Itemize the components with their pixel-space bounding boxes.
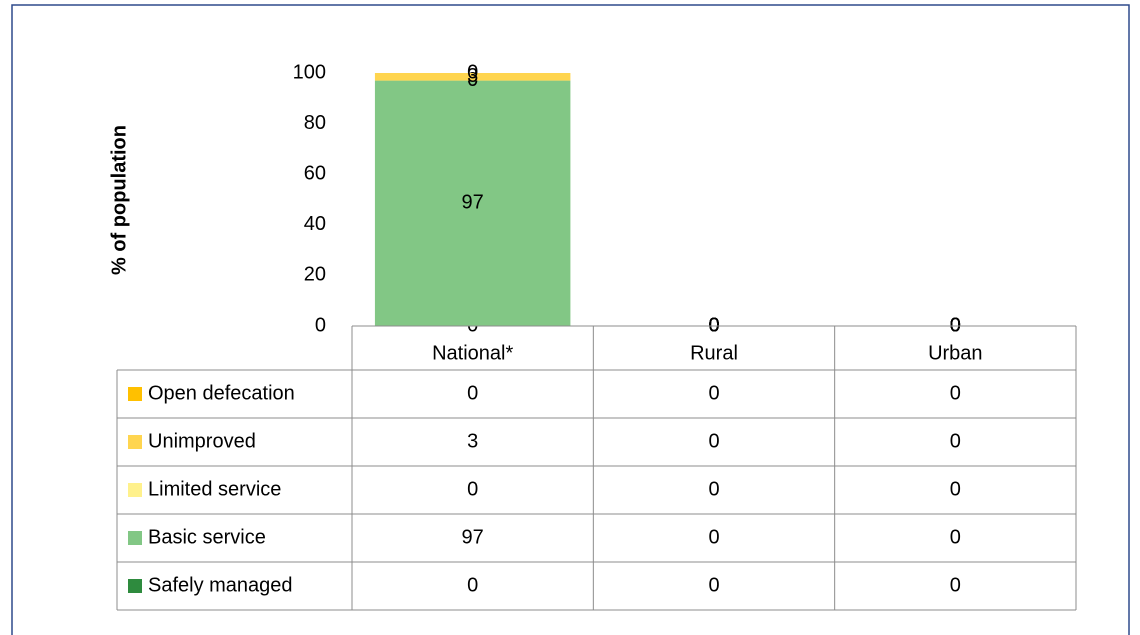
table-value: 0 (950, 574, 961, 596)
table-value: 0 (708, 574, 719, 596)
table-value: 97 (462, 526, 484, 548)
table-value: 0 (708, 478, 719, 500)
bar-segment (374, 73, 571, 81)
table-value: 0 (467, 382, 478, 404)
table-value: 0 (950, 382, 961, 404)
legend-label: Limited service (148, 478, 281, 500)
y-tick-label: 60 (304, 162, 326, 184)
data-label: 0 (708, 314, 719, 336)
chart-frame (11, 4, 1130, 635)
table-value: 0 (708, 526, 719, 548)
y-tick-label: 80 (304, 112, 326, 134)
data-label: 0 (950, 314, 961, 336)
x-tick-label: National* (432, 342, 513, 364)
data-label: 0 (708, 314, 719, 336)
y-tick-label: 0 (315, 314, 326, 336)
legend-label: Basic service (148, 526, 266, 548)
data-label: 0 (467, 61, 478, 83)
legend-label: Open defecation (148, 382, 295, 404)
data-label: 0 (950, 314, 961, 336)
table-value: 0 (467, 478, 478, 500)
table-value: 0 (708, 430, 719, 452)
bar-segment (374, 80, 571, 326)
y-tick-label: 40 (304, 213, 326, 235)
table-value: 0 (950, 430, 961, 452)
table-value: 3 (467, 430, 478, 452)
data-label: 0 (708, 314, 719, 336)
legend-label: Safely managed (148, 574, 293, 596)
data-label: 0 (950, 314, 961, 336)
table-value: 0 (708, 382, 719, 404)
legend-key (128, 387, 142, 401)
legend-key (128, 579, 142, 593)
data-label: 0 (708, 314, 719, 336)
legend-key (128, 531, 142, 545)
data-label: 0 (950, 314, 961, 336)
data-label: 0 (950, 314, 961, 336)
table-value: 0 (950, 478, 961, 500)
legend-label: Unimproved (148, 430, 256, 452)
y-tick-label: 20 (304, 264, 326, 286)
data-label: 3 (467, 65, 478, 87)
y-tick-label: 100 (293, 61, 326, 83)
legend-key (128, 483, 142, 497)
y-axis-title: % of population (108, 125, 130, 275)
x-tick-label: Urban (928, 342, 982, 364)
table-value: 0 (950, 526, 961, 548)
data-label: 0 (708, 314, 719, 336)
table-value: 0 (467, 574, 478, 596)
x-tick-label: Rural (690, 342, 738, 364)
legend-key (128, 435, 142, 449)
data-label: 97 (462, 192, 484, 214)
